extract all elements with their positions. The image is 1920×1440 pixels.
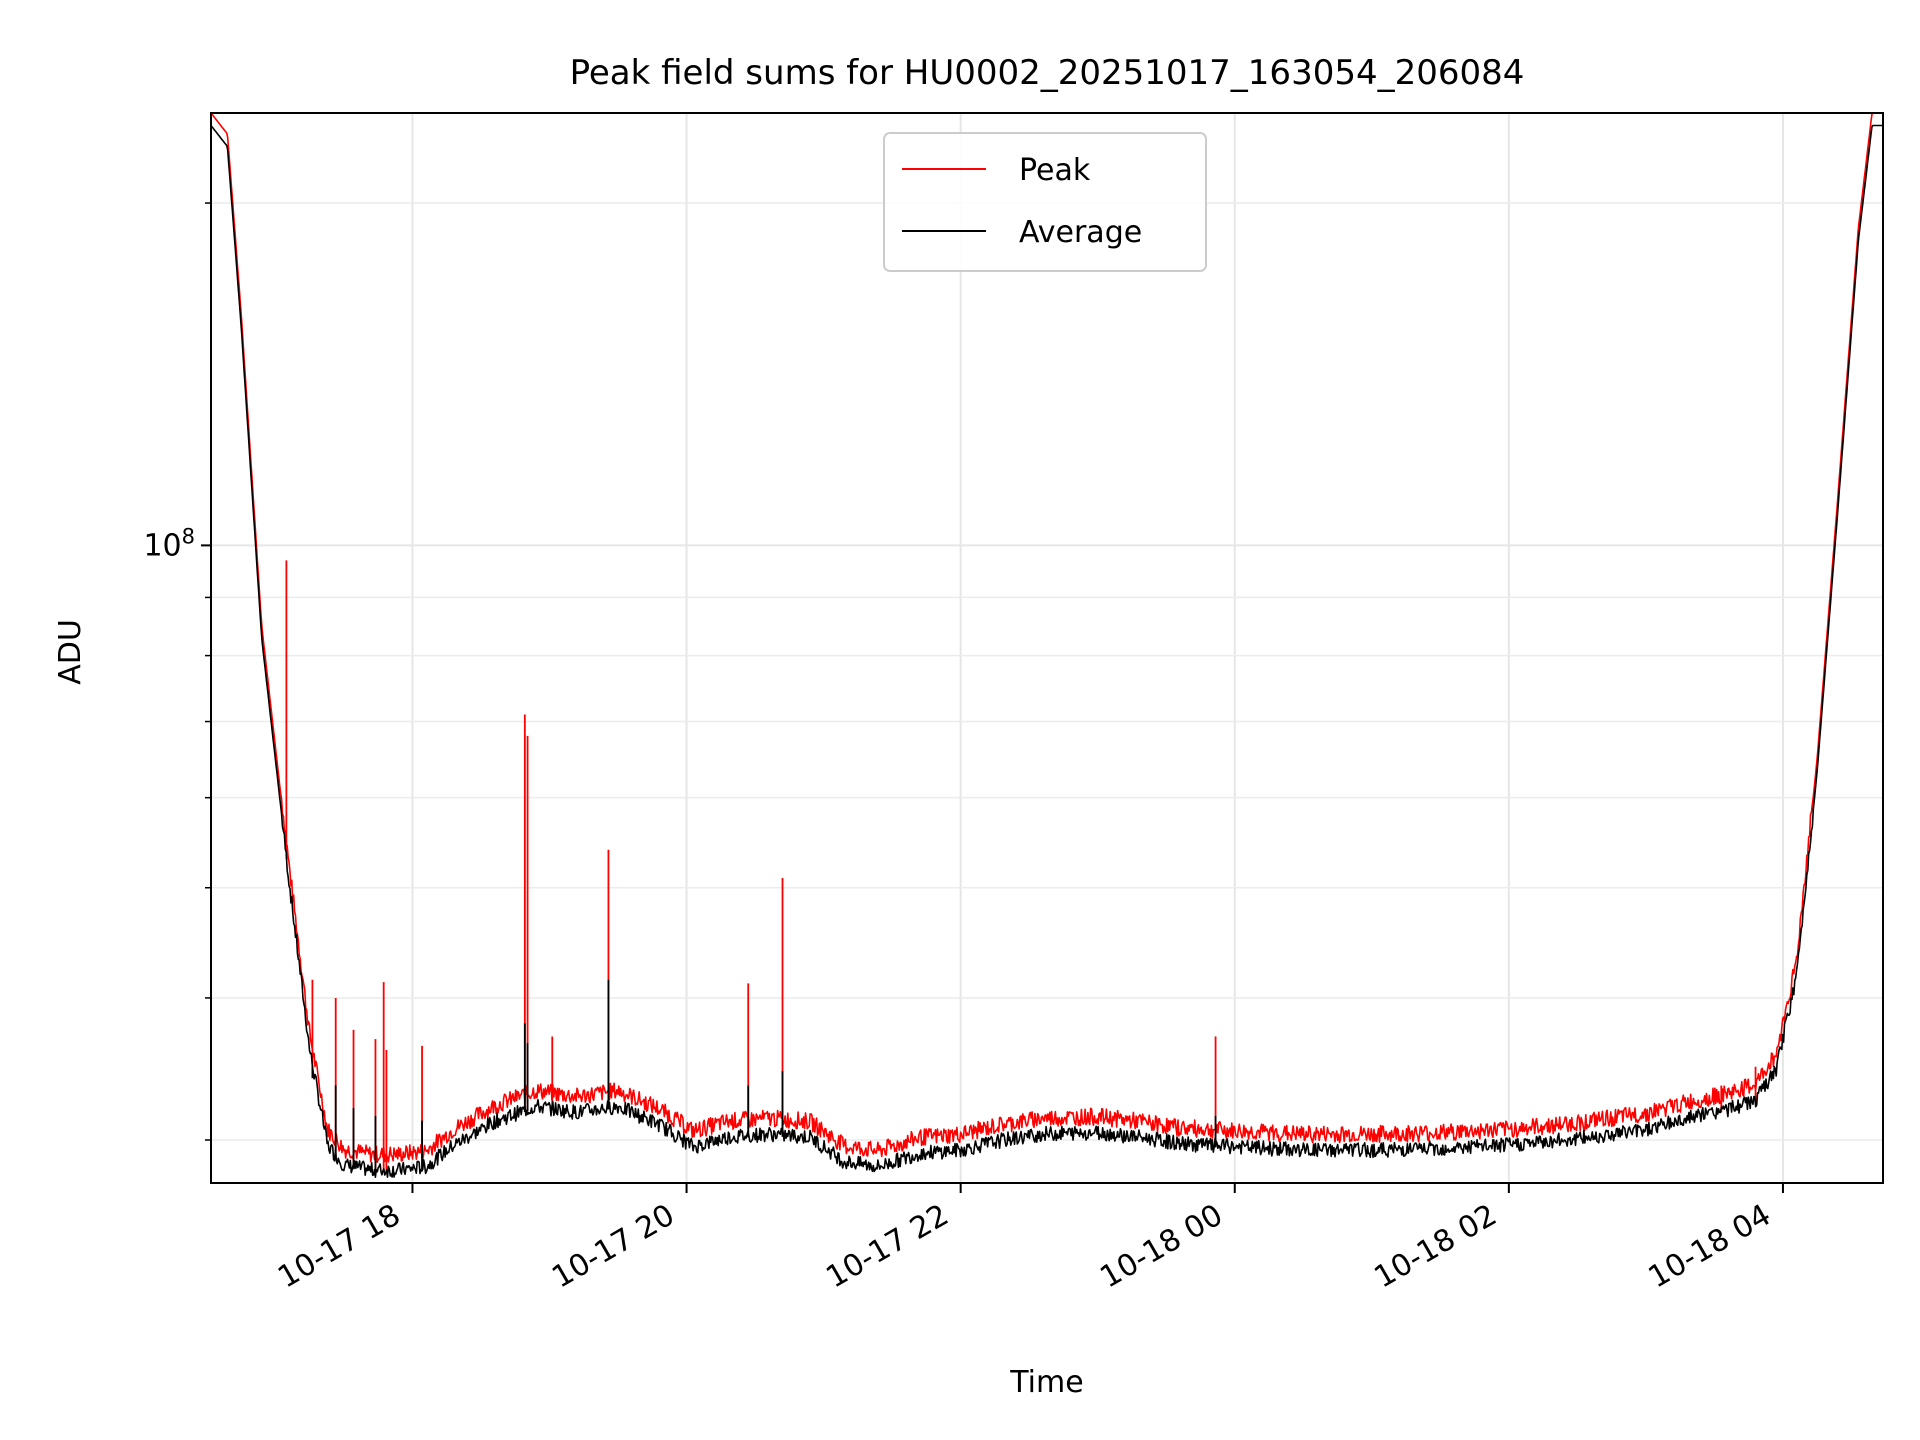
y-axis-label: ADU (53, 619, 88, 685)
legend: Peak Average (883, 132, 1207, 272)
average-series-line (210, 124, 1883, 1178)
legend-label-peak: Peak (1019, 153, 1091, 188)
legend-label-average: Average (1019, 215, 1142, 250)
y-tick-label: 108 (143, 524, 195, 563)
series-layer (210, 112, 1883, 1178)
y-axis: 108 (143, 202, 211, 1141)
peak-series-line (210, 112, 1883, 1163)
chart-title: Peak field sums for HU0002_20251017_1630… (570, 53, 1525, 93)
x-axis-label: Time (1009, 1365, 1083, 1400)
plot-area-frame (210, 112, 1884, 1184)
legend-box (883, 132, 1207, 272)
